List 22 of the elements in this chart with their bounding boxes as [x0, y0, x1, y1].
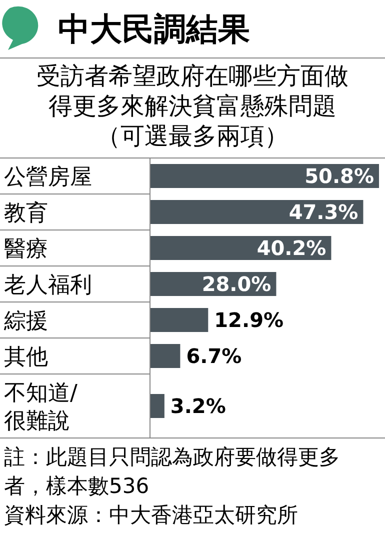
bar [150, 164, 379, 188]
text: 註：此題目只問認為政府要做得更多者，樣本數536 [4, 445, 340, 498]
y-tick-label: 老人福利 [4, 273, 92, 298]
data-label: 3.2% [170, 394, 226, 418]
y-tick-label: 其他 [4, 345, 48, 370]
data-label: 47.3% [288, 200, 358, 224]
source-note: 資料來源：中大香港亞太研究所 [4, 503, 298, 527]
y-tick-label: 不知道/很難說 [4, 381, 78, 434]
y-tick-label: 綜援 [3, 309, 48, 334]
bar [150, 200, 364, 224]
bar [150, 308, 208, 332]
y-tick-label: 公營房屋 [4, 165, 92, 190]
bar [150, 344, 180, 368]
data-label: 28.0% [202, 272, 272, 296]
chart-subtitle: 受訪者希望政府在哪些方面做得更多來解決貧富懸殊問題（可選最多兩項） [36, 62, 348, 150]
data-label: 50.8% [304, 164, 374, 188]
y-tick-label: 教育 [4, 200, 48, 226]
data-label: 6.7% [186, 344, 242, 368]
chart-title: 中大民調結果 [58, 10, 250, 48]
data-label: 12.9% [214, 308, 284, 332]
data-label: 40.2% [256, 236, 326, 260]
y-tick-label: 醫療 [4, 237, 48, 262]
